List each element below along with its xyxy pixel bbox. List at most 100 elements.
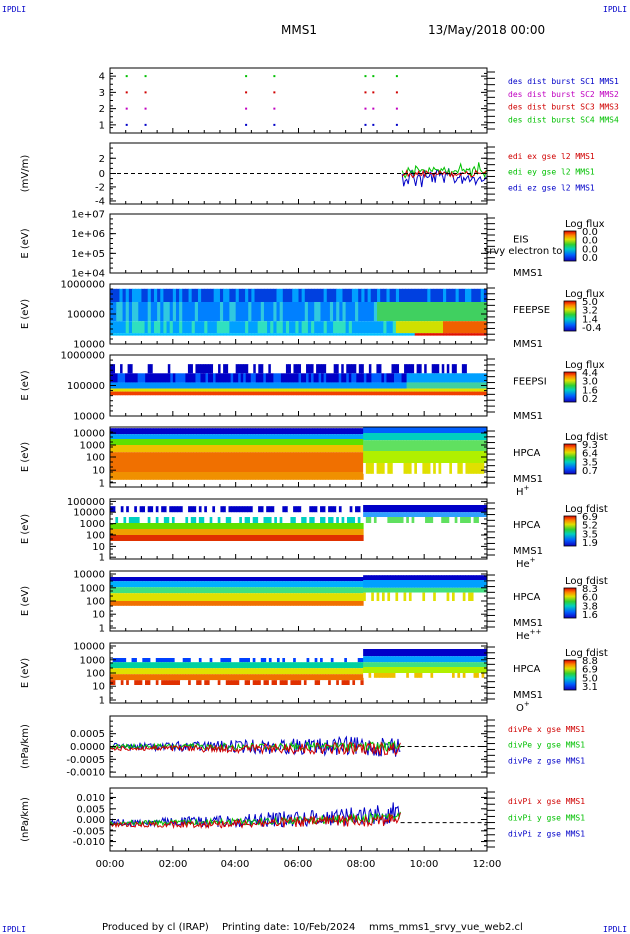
- spectrogram-band: [196, 680, 200, 685]
- spectrogram-band: [435, 587, 440, 593]
- spectrogram-band: [328, 680, 332, 685]
- spectrogram-band: [344, 662, 348, 669]
- spectrogram-band: [147, 302, 152, 322]
- spectrogram-band: [243, 391, 247, 396]
- spectrogram-band: [387, 587, 391, 593]
- spectrogram-band: [333, 581, 337, 588]
- spectrogram-band: [355, 452, 359, 472]
- spectrogram-band: [241, 517, 246, 523]
- spectrogram-band: [232, 321, 237, 334]
- spectrogram-band: [163, 674, 168, 681]
- spectrogram-band: [231, 587, 235, 594]
- spectrogram-band: [271, 674, 275, 681]
- spectrogram-band: [134, 452, 138, 472]
- spectrogram-band: [238, 288, 243, 302]
- spectrogram-band: [122, 373, 126, 383]
- spectrogram-band: [381, 433, 386, 441]
- spectrogram-band: [201, 674, 205, 681]
- spectrogram-band: [349, 587, 353, 594]
- spectrogram-band: [363, 463, 367, 474]
- spectrogram-band: [139, 506, 143, 513]
- spectrogram-band: [361, 388, 365, 392]
- spectrogram-band: [258, 593, 262, 601]
- spectrogram-band: [306, 529, 310, 535]
- spectrogram-band: [110, 364, 114, 374]
- spectrogram-band: [209, 658, 213, 663]
- spectrogram-band: [376, 649, 380, 657]
- spacecraft-label: MMS1: [513, 546, 543, 557]
- spectrogram-band: [175, 321, 180, 334]
- spectrogram-band: [441, 451, 445, 463]
- spectrogram-band: [419, 388, 423, 392]
- spectrogram-band: [311, 593, 316, 601]
- spectrogram-band: [320, 535, 324, 541]
- spectrogram-band: [330, 452, 335, 472]
- spectrogram-band: [239, 523, 243, 529]
- spectrogram-band: [163, 593, 168, 601]
- spectrogram-band: [384, 427, 388, 433]
- spectrogram-band: [285, 428, 289, 435]
- spectrogram-band: [206, 577, 211, 582]
- spectrogram-band: [392, 321, 397, 334]
- y-axis-label: E (eV): [20, 228, 31, 258]
- spectrogram-band: [266, 581, 270, 588]
- spectrogram-band: [443, 427, 448, 433]
- spectrogram-band: [250, 680, 254, 685]
- spectrogram-band: [459, 364, 463, 374]
- spectrogram-band: [386, 373, 390, 383]
- spectrogram-band: [138, 333, 142, 336]
- spectrogram-band: [276, 674, 281, 681]
- spectrogram-band: [408, 592, 413, 601]
- spectrogram-band: [282, 593, 286, 601]
- spectrogram-band: [194, 302, 199, 322]
- spectrogram-band: [120, 388, 124, 392]
- spectrogram-band: [301, 302, 306, 322]
- spectrogram-band: [444, 373, 448, 383]
- spectrogram-band: [376, 382, 380, 389]
- spectrogram-band: [398, 427, 402, 433]
- spectrogram-band: [125, 373, 129, 383]
- spectrogram-band: [167, 373, 171, 383]
- spectrogram-band: [395, 451, 399, 463]
- spectrogram-band: [446, 364, 450, 374]
- spectrogram-band: [336, 577, 340, 582]
- spectrogram-band: [344, 428, 348, 435]
- spectrogram-band: [449, 333, 453, 336]
- spectrogram-band: [126, 674, 130, 681]
- spectrogram-band: [358, 333, 362, 336]
- spectrogram-band: [330, 506, 335, 513]
- spectrogram-band: [395, 517, 399, 523]
- spectrogram-band: [471, 388, 475, 392]
- spectrogram-band: [449, 440, 453, 451]
- colorbar-title: Log flux: [565, 219, 605, 230]
- y-tick-label: -0.010: [73, 837, 105, 848]
- spectrogram-band: [260, 434, 264, 439]
- spectrogram-band: [276, 321, 281, 334]
- y-axis-label: E (eV): [20, 370, 31, 400]
- spectrogram-band: [112, 439, 116, 445]
- spectrogram-band: [449, 463, 453, 474]
- spectrogram-band: [295, 302, 299, 322]
- spectrogram-band: [190, 601, 194, 606]
- spectrogram-band: [333, 391, 337, 396]
- spectrogram-band: [357, 674, 361, 681]
- spectrogram-band: [352, 472, 356, 480]
- spectrogram-band: [411, 427, 415, 433]
- spectrogram-band: [217, 452, 221, 472]
- spectrogram-band: [298, 288, 303, 302]
- spectrogram-band: [446, 673, 450, 678]
- spectrogram-band: [140, 391, 144, 396]
- spectrogram-band: [363, 517, 367, 523]
- spectrogram-band: [330, 439, 335, 445]
- spectrogram-band: [217, 674, 221, 681]
- spectrogram-band: [157, 388, 161, 392]
- spectrogram-band: [233, 581, 238, 588]
- spectrogram-band: [425, 433, 429, 441]
- spectrogram-band: [311, 428, 316, 435]
- spectrogram-band: [292, 302, 296, 322]
- spectrogram-band: [163, 680, 168, 685]
- spectrogram-band: [336, 373, 340, 383]
- spectrogram-band: [162, 364, 166, 374]
- spectrogram-band: [328, 472, 332, 480]
